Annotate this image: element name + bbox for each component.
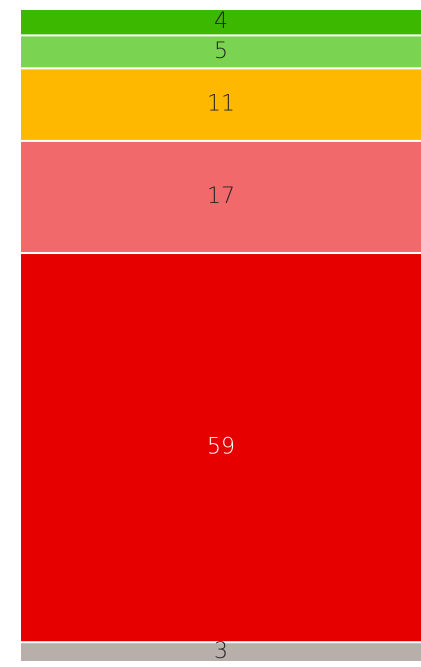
segment-label: 59 [207,435,235,460]
segment-label: 5 [214,39,228,64]
bar-segment [21,643,421,661]
bar-segment [21,254,421,642]
bar-segment [21,36,421,68]
segment-label: 4 [214,9,228,34]
bar-segment [21,69,421,140]
segment-label: 17 [207,184,235,209]
segment-label: 11 [207,92,235,117]
segment-label: 3 [214,639,228,664]
bar-segment [21,10,421,35]
bar-segment [21,141,421,253]
